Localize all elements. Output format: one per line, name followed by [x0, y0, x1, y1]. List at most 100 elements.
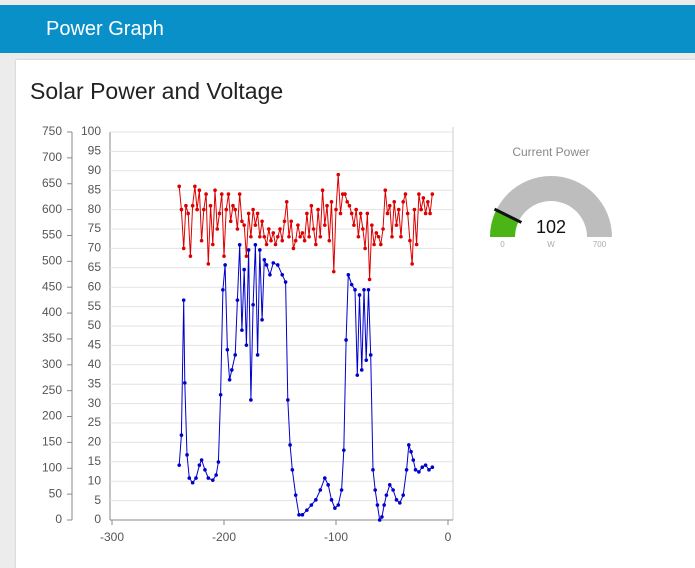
data-point	[354, 207, 358, 212]
data-point	[230, 368, 234, 372]
x-tick-label: -100	[324, 530, 348, 544]
data-point	[344, 338, 348, 342]
data-point	[419, 207, 423, 212]
data-point	[190, 480, 195, 485]
data-point	[197, 188, 202, 192]
data-point	[213, 188, 217, 192]
gauge-min: 0	[500, 240, 505, 249]
y2-tick-label: 40	[88, 357, 102, 371]
data-point	[260, 219, 264, 224]
data-point	[244, 254, 249, 258]
data-point	[233, 207, 237, 212]
data-point	[307, 234, 311, 239]
data-point	[226, 192, 231, 196]
data-point	[249, 234, 253, 239]
data-point	[417, 192, 421, 196]
y2-tick-label: 0	[94, 512, 101, 526]
y-tick-label: 750	[42, 124, 62, 138]
y-tick-label: 200	[42, 409, 62, 423]
y2-tick-label: 45	[88, 338, 102, 352]
data-point	[361, 227, 365, 231]
gauge-unit: W	[547, 240, 555, 249]
data-point	[194, 476, 198, 480]
data-point	[339, 488, 344, 492]
y2-tick-label: 35	[88, 376, 102, 390]
data-point	[271, 231, 276, 235]
data-point	[410, 262, 414, 266]
gauge-fill	[489, 210, 519, 237]
data-point	[300, 513, 305, 517]
y2-tick-label: 50	[88, 318, 102, 332]
data-point	[391, 488, 395, 492]
data-point	[195, 207, 199, 212]
data-point	[224, 207, 229, 212]
data-point	[394, 498, 399, 502]
data-point	[423, 463, 428, 467]
data-point	[284, 200, 289, 204]
data-point	[333, 506, 337, 510]
data-point	[240, 328, 244, 332]
data-point	[258, 234, 262, 239]
data-point	[215, 227, 220, 231]
y-tick-label: 300	[42, 357, 62, 371]
data-point	[211, 242, 215, 247]
data-point	[428, 211, 432, 216]
data-point	[392, 200, 397, 204]
data-point	[318, 488, 323, 492]
data-point	[271, 261, 276, 265]
gauge-track	[490, 176, 612, 237]
data-point	[249, 398, 253, 402]
data-point	[355, 373, 360, 377]
data-point	[411, 458, 416, 462]
data-point	[290, 468, 295, 472]
y2-tick-label: 25	[88, 415, 102, 429]
header-bar: Power Graph	[0, 5, 695, 53]
y2-tick-label: 95	[88, 144, 102, 158]
data-point	[414, 242, 419, 247]
data-point	[366, 287, 371, 292]
data-point	[390, 234, 394, 239]
data-point	[413, 468, 418, 472]
data-point	[278, 227, 282, 231]
data-point	[409, 449, 413, 454]
data-point	[376, 234, 381, 239]
data-point	[237, 242, 242, 247]
data-point	[269, 238, 273, 243]
data-point	[379, 242, 383, 247]
data-point	[334, 207, 338, 212]
data-point	[288, 443, 292, 447]
data-point	[181, 298, 186, 302]
data-point	[190, 203, 195, 208]
gauge-title: Current Power	[512, 145, 589, 159]
data-point	[373, 488, 378, 492]
data-point	[353, 287, 357, 292]
data-point	[320, 188, 325, 192]
data-point	[246, 248, 251, 252]
data-point	[208, 203, 213, 208]
data-point	[346, 272, 351, 277]
data-point	[385, 211, 390, 216]
data-point	[362, 287, 366, 292]
y-tick-label: 400	[42, 305, 62, 319]
data-point	[403, 192, 408, 196]
data-point	[309, 503, 314, 507]
data-point	[356, 234, 361, 239]
data-point	[318, 234, 323, 239]
data-point	[216, 460, 221, 464]
data-point	[314, 242, 318, 247]
data-point	[273, 242, 278, 247]
gauge-needle	[493, 207, 523, 224]
data-point	[382, 503, 386, 507]
series-line	[178, 244, 433, 522]
data-point	[255, 211, 260, 216]
data-point	[280, 272, 285, 277]
data-point	[177, 463, 181, 467]
data-point	[199, 238, 204, 243]
data-point	[368, 353, 373, 357]
data-point	[260, 317, 264, 322]
data-point	[349, 282, 354, 287]
data-point	[242, 267, 246, 272]
data-point	[283, 280, 288, 284]
data-point	[179, 207, 184, 212]
